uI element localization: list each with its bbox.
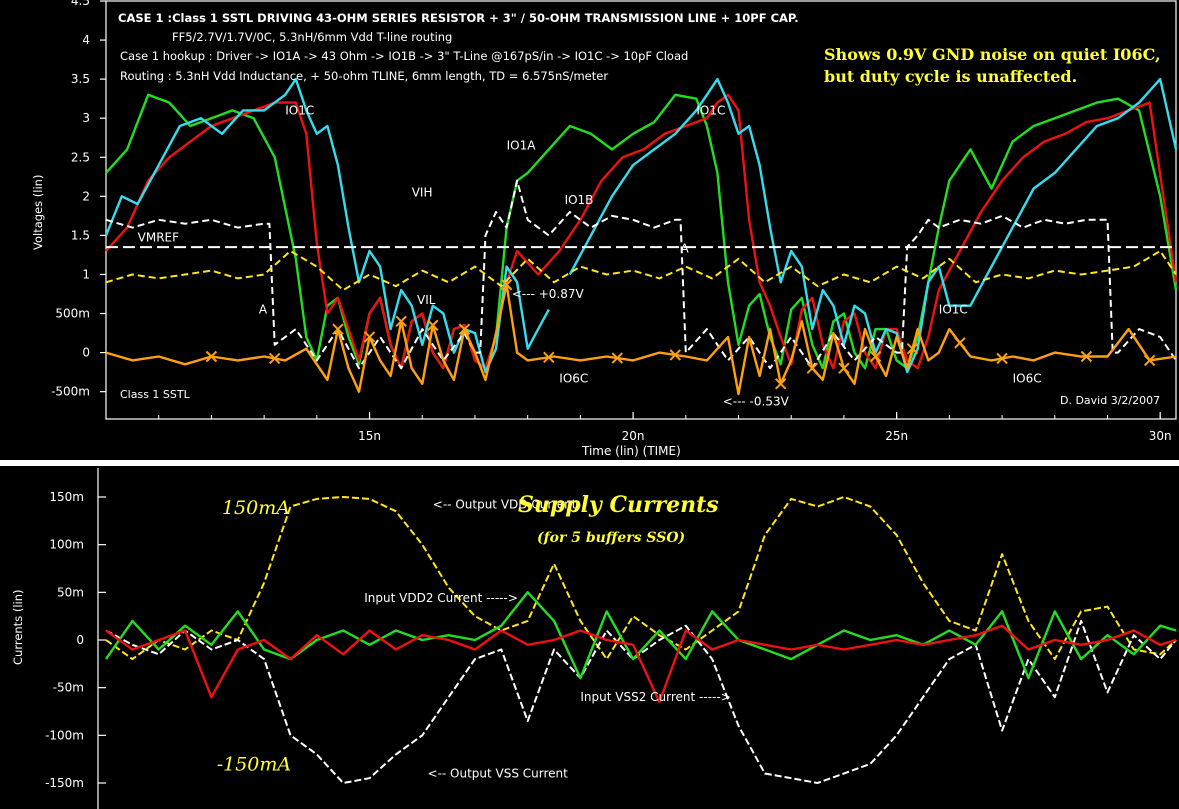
series-io6c <box>105 283 1177 396</box>
series-vih-vil <box>105 250 1177 292</box>
lower-title: Supply Currents <box>518 492 719 518</box>
trace-label-io1b: IO1B <box>565 193 594 207</box>
current-label-input-vdd2-current: Input VDD2 Current -----> <box>364 591 518 605</box>
io6c-marker <box>996 352 1008 365</box>
x-tick-label: 30n <box>1149 429 1172 443</box>
trace-label-io1c: IO1C <box>285 103 314 117</box>
io6c-marker <box>500 278 513 291</box>
trace-label-io1a: IO1A <box>507 138 537 152</box>
y-tick-label: 500m <box>55 307 90 321</box>
series-a <box>105 179 1177 370</box>
trace-label-vih: VIH <box>412 185 433 199</box>
io6c-marker <box>838 362 850 374</box>
upper-plot-border <box>105 0 1177 420</box>
trace-label-io6c: IO6C <box>1013 371 1042 385</box>
y-tick-label: 3 <box>82 111 90 125</box>
lower-y-axis-label: Currents (lin) <box>11 590 25 666</box>
series-io1c <box>568 77 1178 374</box>
y-tick-label: 150m <box>49 490 84 504</box>
upper-marker-group <box>205 278 1156 390</box>
upper-axis-ticks: 4.5 4 3.5 3 2.5 2 1.5 1 500m 0 -500m 15n 20n 25n 30n <box>51 0 1172 443</box>
io6c-marker <box>669 349 681 361</box>
io6c-marker <box>332 323 344 335</box>
series-output-vdd-current <box>105 496 1177 661</box>
trace-label-vil: VIL <box>417 293 436 307</box>
upper-x-axis-label: Time (lin) (TIME) <box>581 444 681 458</box>
upper-panel-frame <box>0 0 1179 460</box>
y-tick-label: -500m <box>51 385 90 399</box>
current-label-output-vdd-current: <-- Output VDD Current <box>433 497 577 511</box>
y-tick-label: 100m <box>49 538 84 552</box>
trace-label-a: A <box>681 242 690 256</box>
trace-label-a: A <box>259 303 268 317</box>
note-line-1: Shows 0.9V GND noise on quiet I06C, <box>824 45 1161 64</box>
io6c-marker <box>363 331 376 343</box>
lower-axis-ticks: 150m 100m 50m 0 -50m -100m -150m <box>45 468 106 809</box>
header-line-2: FF5/2.7V/1.7V/0C, 5.3nH/6mm Vdd T-line r… <box>172 30 452 44</box>
x-tick-label: 20n <box>622 429 645 443</box>
io6c-marker <box>205 350 218 363</box>
header-line-1: CASE 1 :Class 1 SSTL DRIVING 43-OHM SERI… <box>118 11 799 25</box>
y-tick-label: 50m <box>57 585 84 599</box>
trace-label-io1c: IO1C <box>696 103 725 117</box>
io6c-marker <box>954 337 966 349</box>
x-tick-label: 25n <box>885 429 908 443</box>
y-tick-label: -100m <box>45 728 84 742</box>
footer-left: Class 1 SSTL <box>120 388 191 401</box>
io6c-marker <box>458 323 471 335</box>
io6c-marker <box>1143 354 1156 367</box>
io6c-marker <box>611 352 623 364</box>
io6c-marker <box>395 315 407 328</box>
io6c-marker <box>774 378 787 390</box>
lower-label-group: <-- Output VDD Current Input VDD2 Current… <box>217 497 731 780</box>
y-tick-label: 0 <box>82 346 90 360</box>
upper-voltage-plot: 4.5 4 3.5 3 2.5 2 1.5 1 500m 0 -500m 15n 20n 25n 30n I… <box>51 0 1178 443</box>
trace-label-0-87v: <--- +0.87V <box>512 287 585 301</box>
trace-label-io1c: IO1C <box>939 303 968 317</box>
y-tick-label: 0 <box>76 633 84 647</box>
lower-subtitle: (for 5 buffers SSO) <box>537 530 685 546</box>
upper-label-group: IO1C IO1A IO1B VIH VMREF A VIL <--- +0.87V IO6C I… <box>138 103 1042 408</box>
io6c-marker <box>869 350 882 363</box>
trace-label-io6c: IO6C <box>559 371 588 385</box>
io6c-marker <box>906 342 919 355</box>
io6c-marker <box>1080 350 1093 363</box>
y-tick-label: 1.5 <box>71 228 90 242</box>
note-line-2: but duty cycle is unaffected. <box>824 67 1077 86</box>
upper-series-group <box>104 77 1178 396</box>
current-scale-label: 150mA <box>222 497 290 519</box>
series-input-vss2-current <box>105 624 1177 704</box>
io6c-marker <box>543 351 555 363</box>
upper-y-axis-label: Voltages (lin) <box>31 175 45 250</box>
y-tick-label: 2.5 <box>71 150 90 164</box>
y-tick-label: 4.5 <box>71 0 90 8</box>
y-tick-label: -150m <box>45 776 84 790</box>
current-label-output-vss-current: <-- Output VSS Current <box>428 766 569 780</box>
current-label-input-vss2-current: Input VSS2 Current -----> <box>580 690 730 704</box>
series-output-vss-current <box>105 619 1177 784</box>
footer-right: D. David 3/2/2007 <box>1060 394 1160 407</box>
series-io1b <box>105 93 1178 370</box>
y-tick-label: 1 <box>82 267 90 281</box>
io6c-marker <box>268 352 281 365</box>
y-tick-label: 3.5 <box>71 72 90 86</box>
lower-current-plot: 150m 100m 50m 0 -50m -100m -150m <-- Output VD… <box>45 468 1177 809</box>
header-line-4: Routing : 5.3nH Vdd Inductance, + 50-ohm… <box>120 69 608 83</box>
series-io1a <box>105 93 1178 370</box>
header-line-3: Case 1 hookup : Driver -> IO1A -> 43 Ohm… <box>120 49 688 63</box>
y-tick-label: 4 <box>82 33 90 47</box>
y-tick-label: -50m <box>53 681 84 695</box>
series-input-vdd2-current <box>105 591 1177 680</box>
current-scale-label: -150mA <box>217 754 291 776</box>
trace-label-0-53v: <--- -0.53V <box>723 395 790 409</box>
x-tick-label: 15n <box>358 429 381 443</box>
io6c-marker <box>806 362 819 374</box>
lower-series-group <box>105 496 1177 784</box>
y-tick-label: 2 <box>82 189 90 203</box>
trace-label-vmref: VMREF <box>138 231 179 245</box>
io6c-marker <box>427 319 439 331</box>
